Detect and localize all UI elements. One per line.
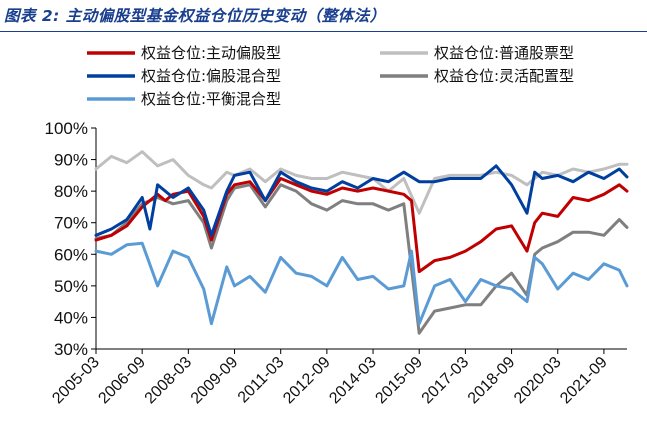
- y-tick-label: 100%: [45, 119, 88, 138]
- x-tick-label: 2009-09: [188, 354, 242, 408]
- legend-label: 权益仓位:偏股混合型: [141, 67, 281, 85]
- x-tick-label: 2018-09: [465, 354, 519, 408]
- y-tick-label: 80%: [54, 182, 88, 201]
- legend-label: 权益仓位:平衡混合型: [141, 90, 281, 108]
- legend-label: 权益仓位:主动偏股型: [141, 44, 281, 62]
- series-line-1: [94, 177, 629, 274]
- x-tick-label: 2011-03: [235, 354, 288, 407]
- y-tick-label: 50%: [54, 277, 88, 296]
- chart-series: [94, 150, 629, 335]
- x-tick-label: 2008-03: [142, 354, 196, 408]
- x-tick-label: 2006-09: [95, 354, 149, 408]
- x-tick-label: 2015-09: [373, 354, 427, 408]
- chart-title: 图表 2: 主动偏股型基金权益仓位历史变动（整体法）: [4, 7, 386, 25]
- x-tick-label: 2012-09: [280, 354, 334, 408]
- y-tick-label: 40%: [54, 308, 88, 327]
- series-line-5: [94, 241, 629, 326]
- x-tick-label: 2021-09: [557, 354, 611, 408]
- x-tick-label: 2014-03: [326, 354, 380, 408]
- series-line-3: [94, 164, 629, 237]
- y-tick-label: 30%: [54, 340, 88, 359]
- title-divider: [0, 31, 647, 32]
- series-line-4: [94, 183, 629, 335]
- series-line-2: [94, 150, 629, 215]
- x-tick-label: 2017-03: [419, 354, 473, 408]
- y-tick-label: 70%: [54, 214, 88, 233]
- legend-label: 权益仓位:灵活配置型: [434, 67, 574, 85]
- y-tick-label: 60%: [54, 245, 88, 264]
- y-tick-label: 90%: [54, 151, 88, 170]
- legend-label: 权益仓位:普通股票型: [434, 44, 574, 62]
- x-tick-label: 2020-03: [511, 354, 565, 408]
- x-tick-label: 2005-03: [49, 354, 103, 408]
